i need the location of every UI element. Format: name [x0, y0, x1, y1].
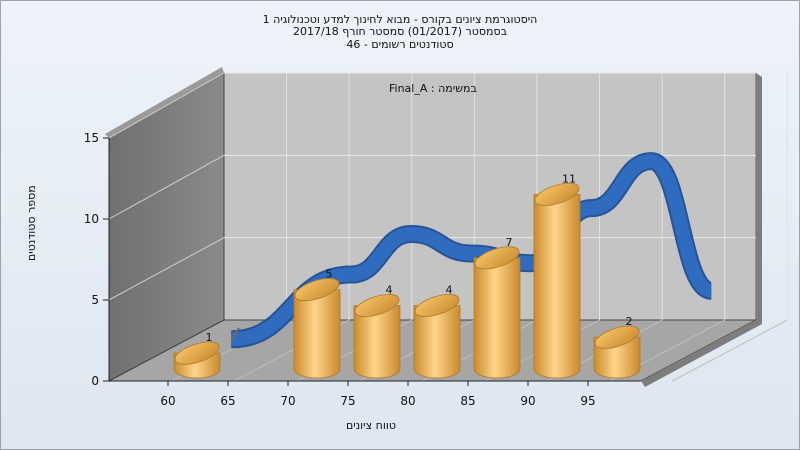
y-axis-title: מספר סטודנטים	[25, 185, 38, 261]
data-label-85: 7	[506, 236, 513, 249]
data-label-80: 4	[446, 283, 453, 296]
x-tick-label: 75	[340, 394, 355, 408]
bar-80	[413, 305, 461, 379]
x-tick-label: 85	[460, 394, 475, 408]
curve-series-tail	[230, 327, 240, 340]
top-rim	[105, 67, 224, 138]
bar-cap-75	[354, 293, 400, 318]
data-label-70: 5	[326, 268, 333, 281]
data-label-75: 4	[386, 283, 393, 296]
bar-85	[473, 257, 521, 379]
data-label-95: 2	[626, 315, 633, 328]
x-tick-label: 95	[580, 394, 595, 408]
y-tick-label: 0	[91, 374, 99, 388]
x-tick-label: 80	[400, 394, 415, 408]
y-tick-label: 10	[84, 212, 99, 226]
task-annotation: במשימה : Final_A	[389, 82, 477, 95]
bar-cap-90	[534, 182, 580, 206]
data-label-90: 11	[562, 172, 576, 185]
gridline-floor	[672, 319, 788, 382]
chart-title-line-2: בסמסטר (01/2017) סמסטר חורף 2017/18	[293, 25, 507, 38]
chart-title-line-3: סטודנטים רשומים - 46	[346, 38, 454, 51]
x-tick-label: 65	[220, 394, 235, 408]
y-tick-label: 5	[91, 293, 99, 307]
bar-70	[293, 289, 341, 379]
back-wall-rim	[756, 73, 762, 324]
floor-rim	[641, 320, 762, 387]
bar-cap-60	[174, 341, 220, 365]
x-tick-label: 90	[520, 394, 535, 408]
x-axis-title: טווח ציונים	[346, 419, 396, 432]
x-tick-label: 60	[160, 394, 175, 408]
gridline-side	[108, 237, 225, 301]
bar-cap-80	[414, 293, 460, 318]
chart-title-line-1: היסטוגרמת ציונים בקורס - מבוא לחינוך למד…	[262, 13, 538, 26]
data-label-60: 1	[206, 331, 213, 344]
y-tick-label: 15	[84, 131, 99, 145]
gridline-side	[108, 72, 225, 139]
bar-90	[533, 193, 581, 379]
bar-cap-95	[594, 325, 640, 349]
bar-75	[353, 305, 401, 379]
x-tick-label: 70	[280, 394, 295, 408]
bar-cap-85	[474, 246, 520, 270]
bar-cap-70	[294, 278, 340, 302]
gridline-side	[108, 154, 225, 220]
